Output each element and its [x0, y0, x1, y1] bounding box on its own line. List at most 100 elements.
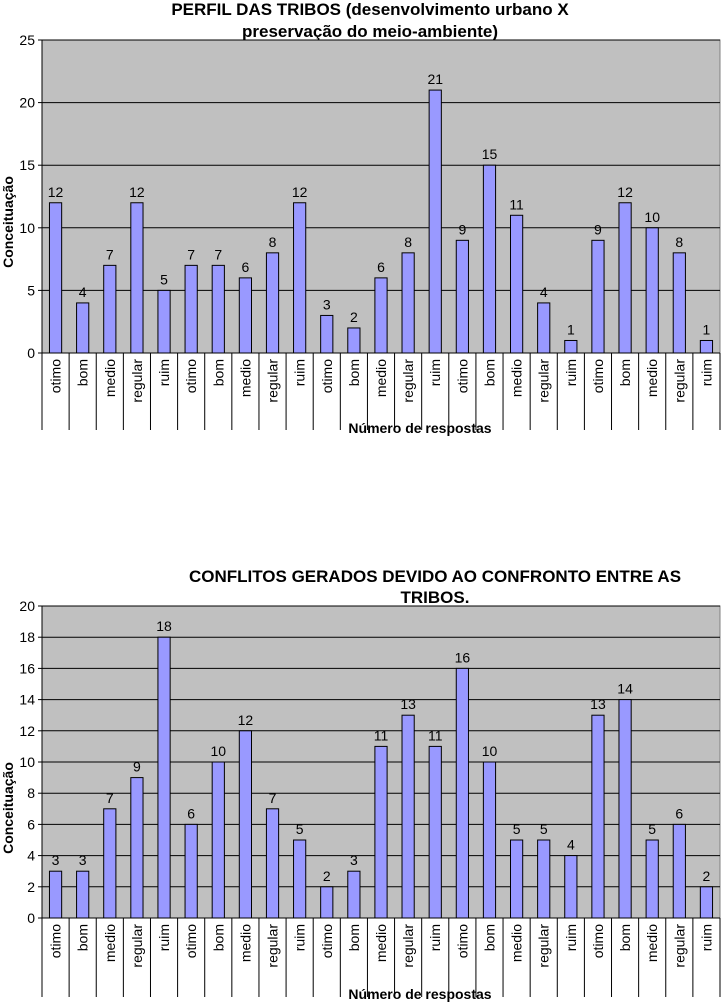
y-tick-label: 15: [19, 157, 35, 173]
bar: [130, 777, 144, 919]
data-label: 13: [590, 696, 606, 712]
data-label: 2: [703, 868, 711, 884]
bar: [401, 252, 415, 354]
x-axis-label: Número de respostas: [348, 420, 491, 436]
bar: [103, 264, 117, 354]
category-label: regular: [400, 924, 416, 968]
data-label: 13: [400, 696, 416, 712]
y-axis-label: Conceituação: [0, 762, 16, 854]
data-label: 11: [509, 196, 524, 212]
data-label: 4: [540, 284, 548, 300]
category-label: regular: [671, 359, 687, 403]
bar: [618, 699, 632, 919]
category-label: medio: [237, 359, 253, 397]
data-label: 5: [160, 271, 168, 287]
bar: [428, 89, 442, 354]
data-label: 9: [458, 221, 466, 237]
chart-title-line: TRIBOS.: [401, 588, 470, 607]
category-label: otimo: [48, 924, 64, 958]
bar: [157, 636, 171, 919]
bar: [401, 714, 415, 919]
chart-title-line: PERFIL DAS TRIBOS (desenvolvimento urban…: [171, 0, 569, 19]
y-tick-label: 2: [27, 879, 35, 895]
category-label: ruim: [156, 359, 172, 386]
y-tick-label: 16: [19, 660, 35, 676]
category-label: otimo: [319, 359, 335, 393]
bar: [184, 264, 198, 354]
data-label: 1: [567, 321, 575, 337]
bar: [211, 264, 225, 354]
data-label: 8: [675, 234, 683, 250]
category-label: regular: [536, 359, 552, 403]
category-label: ruim: [563, 359, 579, 386]
bar: [76, 870, 90, 919]
data-label: 5: [540, 821, 548, 837]
category-label: regular: [400, 359, 416, 403]
category-label: bom: [346, 924, 362, 951]
data-label: 2: [323, 868, 331, 884]
category-label: otimo: [454, 359, 470, 393]
data-label: 7: [269, 790, 277, 806]
bar: [293, 202, 307, 354]
data-label: 21: [427, 71, 443, 87]
bar: [48, 202, 63, 354]
bar: [76, 302, 90, 354]
category-label: regular: [536, 924, 552, 968]
category-label: ruim: [292, 924, 308, 951]
data-label: 12: [48, 184, 64, 200]
data-label: 6: [242, 259, 250, 275]
y-axis-label: Conceituação: [0, 176, 16, 268]
bar: [564, 855, 578, 919]
data-label: 11: [374, 727, 389, 743]
bar: [211, 761, 225, 919]
y-tick-label: 20: [19, 95, 35, 111]
data-label: 6: [675, 805, 683, 821]
category-label: bom: [481, 924, 497, 951]
chart-2: 0 2 4 6 8 10 12 14 16 18 20 3 otimo 3 bom 7 medio 9 regula…: [0, 567, 721, 1002]
bar: [157, 289, 171, 354]
category-label: medio: [509, 924, 525, 962]
category-label: otimo: [319, 924, 335, 958]
y-tick-label: 4: [27, 848, 35, 864]
category-label: medio: [644, 924, 660, 962]
y-tick-label: 5: [27, 282, 35, 298]
category-label: ruim: [427, 924, 443, 951]
data-label: 7: [187, 246, 195, 262]
data-label: 9: [133, 759, 141, 775]
data-label: 9: [594, 221, 602, 237]
y-tick-label: 18: [19, 629, 35, 645]
data-label: 2: [350, 309, 358, 325]
data-label: 14: [617, 681, 633, 697]
y-tick-label: 20: [19, 598, 35, 614]
data-label: 12: [238, 712, 254, 728]
data-label: 8: [404, 234, 412, 250]
data-label: 5: [648, 821, 656, 837]
category-label: regular: [129, 924, 145, 968]
bar: [672, 823, 686, 919]
bar: [374, 277, 388, 354]
data-label: 12: [129, 184, 145, 200]
bar: [482, 761, 497, 919]
bar: [591, 239, 605, 354]
category-label: regular: [671, 924, 687, 968]
bar: [509, 214, 524, 354]
data-label: 18: [156, 618, 172, 634]
data-label: 7: [214, 246, 222, 262]
category-label: bom: [617, 359, 633, 386]
y-tick-label: 12: [19, 723, 35, 739]
data-label: 10: [644, 209, 660, 225]
data-label: 3: [323, 296, 331, 312]
y-tick-label: 10: [19, 220, 35, 236]
data-label: 12: [617, 184, 633, 200]
data-label: 7: [106, 246, 114, 262]
category-label: ruim: [156, 924, 172, 951]
data-label: 3: [79, 852, 87, 868]
bar: [482, 164, 497, 354]
category-label: ruim: [698, 359, 714, 386]
y-tick-label: 14: [19, 692, 35, 708]
category-label: ruim: [563, 924, 579, 951]
category-label: medio: [237, 924, 253, 962]
bar: [238, 730, 253, 919]
category-label: bom: [75, 924, 91, 951]
data-label: 15: [482, 146, 498, 162]
